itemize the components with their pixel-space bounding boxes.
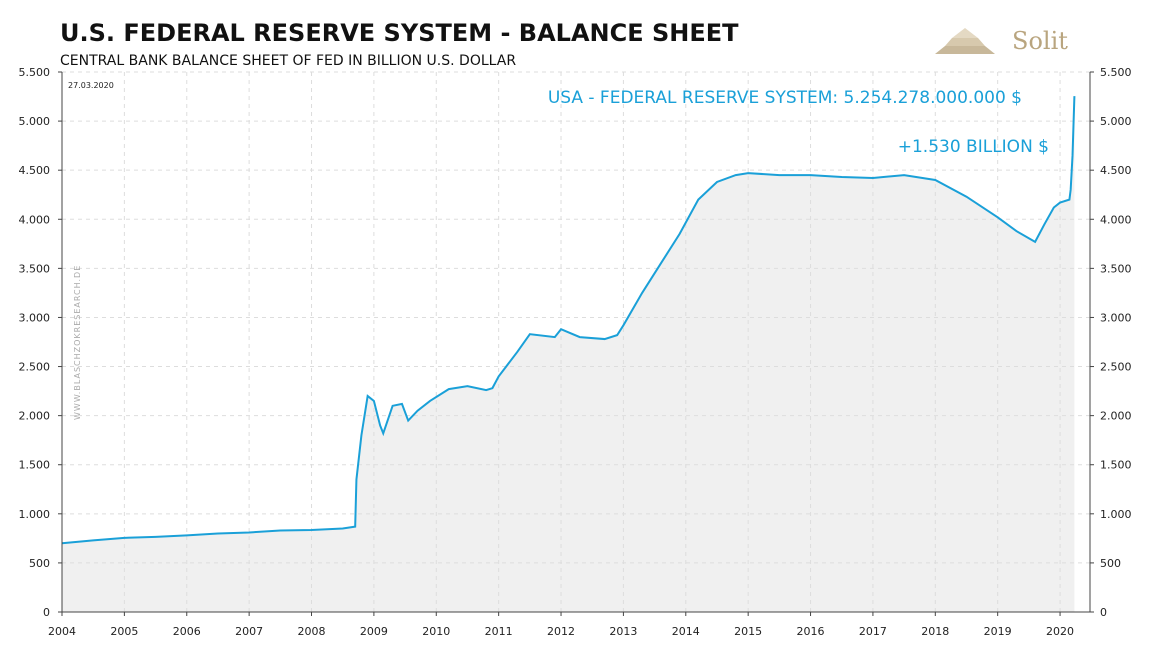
y2-tick-label: 1.000	[1100, 508, 1132, 521]
y2-tick-label: 500	[1100, 557, 1121, 570]
chart-subtitle: CENTRAL BANK BALANCE SHEET OF FED IN BIL…	[60, 53, 516, 69]
x-tick-label: 2017	[859, 625, 887, 638]
logo-text: Solit	[1012, 27, 1068, 55]
x-tick-label: 2012	[547, 625, 575, 638]
x-tick-label: 2020	[1046, 625, 1074, 638]
date-note: 27.03.2020	[68, 81, 114, 90]
y2-tick-label: 5.000	[1100, 115, 1132, 128]
y2-tick-label: 4.000	[1100, 213, 1132, 226]
y-tick-label: 2.000	[19, 410, 51, 423]
x-tick-label: 2006	[173, 625, 201, 638]
line	[61, 96, 1076, 545]
watermark: WWW.BLASCHZOKRESEARCH.DE	[73, 265, 82, 420]
area-fill	[62, 96, 1075, 613]
x-tick-label: 2005	[110, 625, 138, 638]
x-tick-label: 2013	[609, 625, 637, 638]
y2-tick-label: 3.000	[1100, 311, 1132, 324]
x-tick-label: 2008	[298, 625, 326, 638]
y-tick-label: 5.500	[19, 66, 51, 79]
y-tick-label: 4.500	[19, 164, 51, 177]
y-tick-label: 1.500	[19, 459, 51, 472]
x-tick-label: 2014	[672, 625, 700, 638]
y-tick-label: 5.000	[19, 115, 51, 128]
y-tick-label: 3.000	[19, 311, 51, 324]
x-tick-label: 2018	[921, 625, 949, 638]
y2-tick-label: 1.500	[1100, 459, 1132, 472]
x-tick-label: 2011	[485, 625, 513, 638]
y2-tick-label: 4.500	[1100, 164, 1132, 177]
x-tick-label: 2015	[734, 625, 762, 638]
chart-title: U.S. FEDERAL RESERVE SYSTEM - BALANCE SH…	[60, 19, 739, 47]
x-tick-label: 2010	[422, 625, 450, 638]
y-tick-label: 500	[29, 557, 50, 570]
y-tick-label: 0	[43, 606, 50, 619]
annotation: +1.530 BILLION $	[898, 137, 1049, 157]
y-tick-label: 3.500	[19, 262, 51, 275]
y2-tick-label: 5.500	[1100, 66, 1132, 79]
logo: Solit	[935, 27, 1068, 55]
annotation: USA - FEDERAL RESERVE SYSTEM: 5.254.278.…	[548, 88, 1022, 108]
x-tick-label: 2004	[48, 625, 76, 638]
y-tick-label: 4.000	[19, 213, 51, 226]
x-tick-label: 2009	[360, 625, 388, 638]
y2-tick-label: 3.500	[1100, 262, 1132, 275]
y-tick-label: 2.500	[19, 361, 51, 374]
y-tick-label: 1.000	[19, 508, 51, 521]
y2-tick-label: 0	[1100, 606, 1107, 619]
x-tick-label: 2016	[797, 625, 825, 638]
y2-tick-label: 2.500	[1100, 361, 1132, 374]
x-tick-label: 2007	[235, 625, 263, 638]
x-tick-label: 2019	[984, 625, 1012, 638]
y2-tick-label: 2.000	[1100, 410, 1132, 423]
